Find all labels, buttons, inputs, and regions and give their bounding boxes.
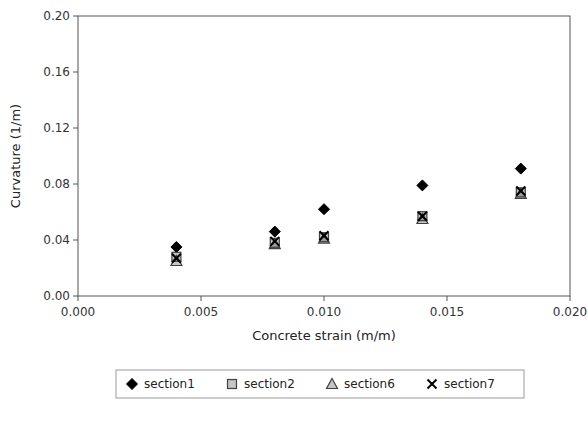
x-tick bbox=[324, 296, 325, 301]
y-tick-label: 0.20 bbox=[43, 9, 70, 23]
legend-label: section2 bbox=[244, 377, 295, 391]
x-tick bbox=[201, 296, 202, 301]
point bbox=[516, 187, 525, 196]
legend: section1 section2 section6 section7 bbox=[116, 370, 524, 398]
legend-marker bbox=[228, 380, 237, 389]
y-tick-label: 0.04 bbox=[43, 233, 70, 247]
point bbox=[418, 212, 427, 221]
y-tick-label: 0.08 bbox=[43, 177, 70, 191]
x-tick-label: 0.015 bbox=[430, 305, 464, 319]
series bbox=[172, 188, 525, 261]
x-tick-label: 0.000 bbox=[61, 305, 95, 319]
y-tick-label: 0.16 bbox=[43, 65, 70, 79]
legend-label: section7 bbox=[444, 377, 495, 391]
legend-box bbox=[116, 370, 524, 398]
point bbox=[172, 254, 181, 263]
point bbox=[320, 231, 329, 240]
y-tick bbox=[73, 128, 78, 129]
x-tick bbox=[570, 296, 571, 301]
point bbox=[269, 226, 280, 237]
data-points bbox=[171, 163, 526, 265]
point bbox=[417, 180, 428, 191]
x-tick-label: 0.010 bbox=[307, 305, 341, 319]
series bbox=[171, 188, 526, 265]
axes: 0.000 0.005 0.010 0.015 0.020 0.00 0.04 0.08 0.1… bbox=[43, 9, 587, 319]
chart: 0.000 0.005 0.010 0.015 0.020 0.00 0.04 0.08 0.1… bbox=[0, 0, 588, 444]
legend-marker bbox=[428, 380, 437, 389]
y-tick bbox=[73, 240, 78, 241]
x-axis-label: Concrete strain (m/m) bbox=[252, 328, 396, 343]
legend-label: section1 bbox=[144, 377, 195, 391]
legend-label: section6 bbox=[344, 377, 395, 391]
series bbox=[171, 163, 526, 252]
x-tick bbox=[447, 296, 448, 301]
y-tick-label: 0.00 bbox=[43, 289, 70, 303]
y-tick bbox=[73, 72, 78, 73]
point bbox=[171, 242, 182, 253]
y-tick bbox=[73, 16, 78, 17]
x-tick bbox=[78, 296, 79, 301]
x-tick-label: 0.020 bbox=[553, 305, 587, 319]
y-tick-label: 0.12 bbox=[43, 121, 70, 135]
y-axis-label: Curvature (1/m) bbox=[8, 104, 23, 208]
series bbox=[172, 187, 525, 263]
x-tick-label: 0.005 bbox=[184, 305, 218, 319]
y-tick bbox=[73, 184, 78, 185]
plot-frame bbox=[78, 16, 570, 296]
point bbox=[270, 237, 279, 246]
point bbox=[515, 163, 526, 174]
point bbox=[319, 204, 330, 215]
y-tick bbox=[73, 296, 78, 297]
legend-marker bbox=[327, 379, 338, 389]
legend-marker bbox=[127, 379, 138, 390]
